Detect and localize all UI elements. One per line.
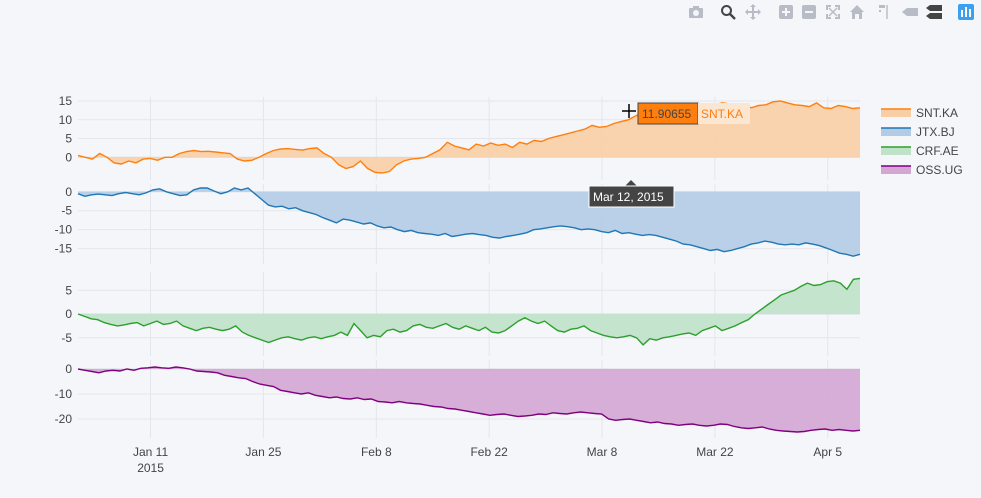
spike-lines-icon [879,5,888,19]
area-fill-crf-ae [78,278,860,345]
plotly-logo-button[interactable] [956,2,976,22]
zoom-out-button[interactable] [799,2,819,22]
y-tick-label: -5 [61,204,72,218]
camera-icon [689,6,703,18]
y-tick-label: 10 [59,113,73,127]
hover-compare-icon [926,5,942,19]
area-fill-jtx-bj [78,188,860,257]
legend-item-snt-ka[interactable]: SNT.KA [881,106,958,120]
hover-series-box [698,103,750,124]
y-tick-label: 5 [65,132,72,146]
hover-date-pointer [625,180,637,186]
pan-icon [745,4,761,20]
legend-label: SNT.KA [916,106,958,120]
area-fill-oss-ug [78,367,860,432]
legend-label: CRF.AE [916,144,959,158]
x-tick-label: Apr 5 [813,445,842,459]
zoom-in-button[interactable] [776,2,796,22]
legend-label: OSS.UG [916,163,963,177]
y-tick-label: -10 [55,223,73,237]
legend-swatch-fill [881,128,911,136]
plot-layer [77,100,861,433]
x-tick-label: Jan 25 [245,445,281,459]
camera-button[interactable] [686,2,706,22]
autoscale-button[interactable] [823,2,843,22]
hover-compare-button[interactable] [924,2,944,22]
axis-layer: Jan 11 2015 Jan 25 Feb 8 Feb 22 Mar 8 Mar 22 Ap… [55,94,843,475]
series-line-crf-ae[interactable] [77,277,861,346]
zoom-icon [721,5,736,20]
y-tick-label: -20 [55,412,73,426]
hover-value: 11.90655 [642,107,691,121]
x-tick-sublabel: 2015 [137,461,164,475]
legend-label: JTX.BJ [916,125,955,139]
y-tick-label: 15 [59,94,73,108]
hover-closest-button[interactable] [900,2,920,22]
x-tick-label: Feb 8 [361,445,392,459]
hover-date-box [588,185,675,208]
x-tick-label: Mar 8 [587,445,618,459]
zoom-out-icon [802,5,816,19]
legend-item-jtx-bj[interactable]: JTX.BJ [881,125,955,139]
legend-swatch-fill [881,166,911,174]
legend[interactable]: SNT.KA JTX.BJ CRF.AE OSS.UG [881,106,963,177]
x-tick-label: Feb 22 [470,445,508,459]
legend-swatch-fill [881,147,911,155]
series-line-oss-ug[interactable] [77,366,861,433]
y-tick-label: 0 [65,150,72,164]
y-tick-label: 5 [65,283,72,297]
y-tick-label: -10 [55,387,73,401]
y-tick-label: -5 [61,331,72,345]
legend-item-crf-ae[interactable]: CRF.AE [881,144,959,158]
legend-item-oss-ug[interactable]: OSS.UG [881,163,963,177]
hover-closest-icon [902,8,918,16]
zoom-button[interactable] [718,2,738,22]
spike-lines-button[interactable] [876,2,896,22]
y-tick-label: 0 [65,185,72,199]
plotly-logo-icon [958,4,974,20]
hover-layer: 11.90655 SNT.KA Mar 12, 2015 [588,102,750,208]
y-tick-label: 0 [65,307,72,321]
zoom-in-icon [779,5,793,19]
x-tick-label: Jan 11 [133,445,168,459]
hover-series-name: SNT.KA [701,107,743,121]
pan-button[interactable] [743,2,763,22]
y-tick-label: -15 [55,242,73,256]
hover-date: Mar 12, 2015 [593,190,664,204]
home-button[interactable] [847,2,867,22]
legend-swatch-fill [881,109,911,117]
autoscale-icon [826,5,840,19]
home-icon [850,5,864,19]
y-tick-label: 0 [65,362,72,376]
series-line-jtx-bj[interactable] [77,187,861,257]
x-tick-label: Mar 22 [696,445,734,459]
